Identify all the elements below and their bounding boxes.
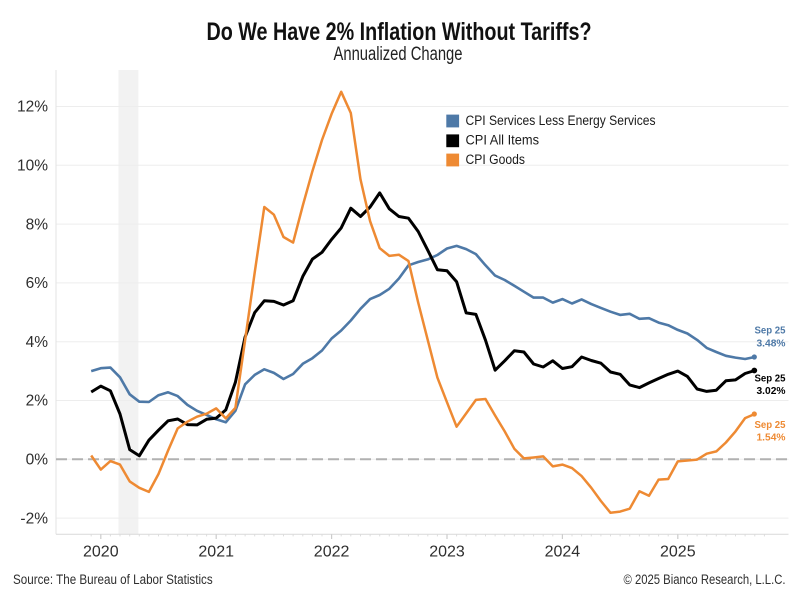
svg-text:4%: 4% [26,334,49,351]
svg-text:Sep 25: Sep 25 [755,325,786,337]
svg-text:Annualized Change: Annualized Change [334,44,463,65]
svg-text:Do We Have 2% Inflation Withou: Do We Have 2% Inflation Without Tariffs? [207,18,592,46]
svg-text:1.54%: 1.54% [757,432,787,444]
svg-text:6%: 6% [26,275,49,292]
svg-text:2023: 2023 [429,544,465,561]
svg-text:-2%: -2% [20,510,48,527]
svg-text:Source: The Bureau of Labor St: Source: The Bureau of Labor Statistics [13,572,213,587]
svg-text:12%: 12% [17,99,48,116]
svg-text:3.02%: 3.02% [757,385,787,397]
svg-text:2024: 2024 [545,544,581,561]
svg-text:2025: 2025 [660,544,696,561]
svg-text:3.48%: 3.48% [757,338,787,350]
svg-text:8%: 8% [26,216,49,233]
svg-text:CPI Goods: CPI Goods [466,152,526,167]
svg-text:2022: 2022 [314,544,350,561]
svg-text:2020: 2020 [83,544,119,561]
svg-text:Sep 25: Sep 25 [755,419,786,431]
svg-text:CPI Services Less Energy Servi: CPI Services Less Energy Services [466,113,656,128]
svg-text:CPI All Items: CPI All Items [466,133,540,148]
svg-text:© 2025 Bianco Research, L.L.C.: © 2025 Bianco Research, L.L.C. [624,572,786,587]
svg-text:2%: 2% [26,393,49,410]
svg-text:Sep 25: Sep 25 [755,372,786,384]
svg-text:10%: 10% [17,158,48,175]
svg-text:2021: 2021 [198,544,234,561]
svg-text:0%: 0% [26,452,49,469]
